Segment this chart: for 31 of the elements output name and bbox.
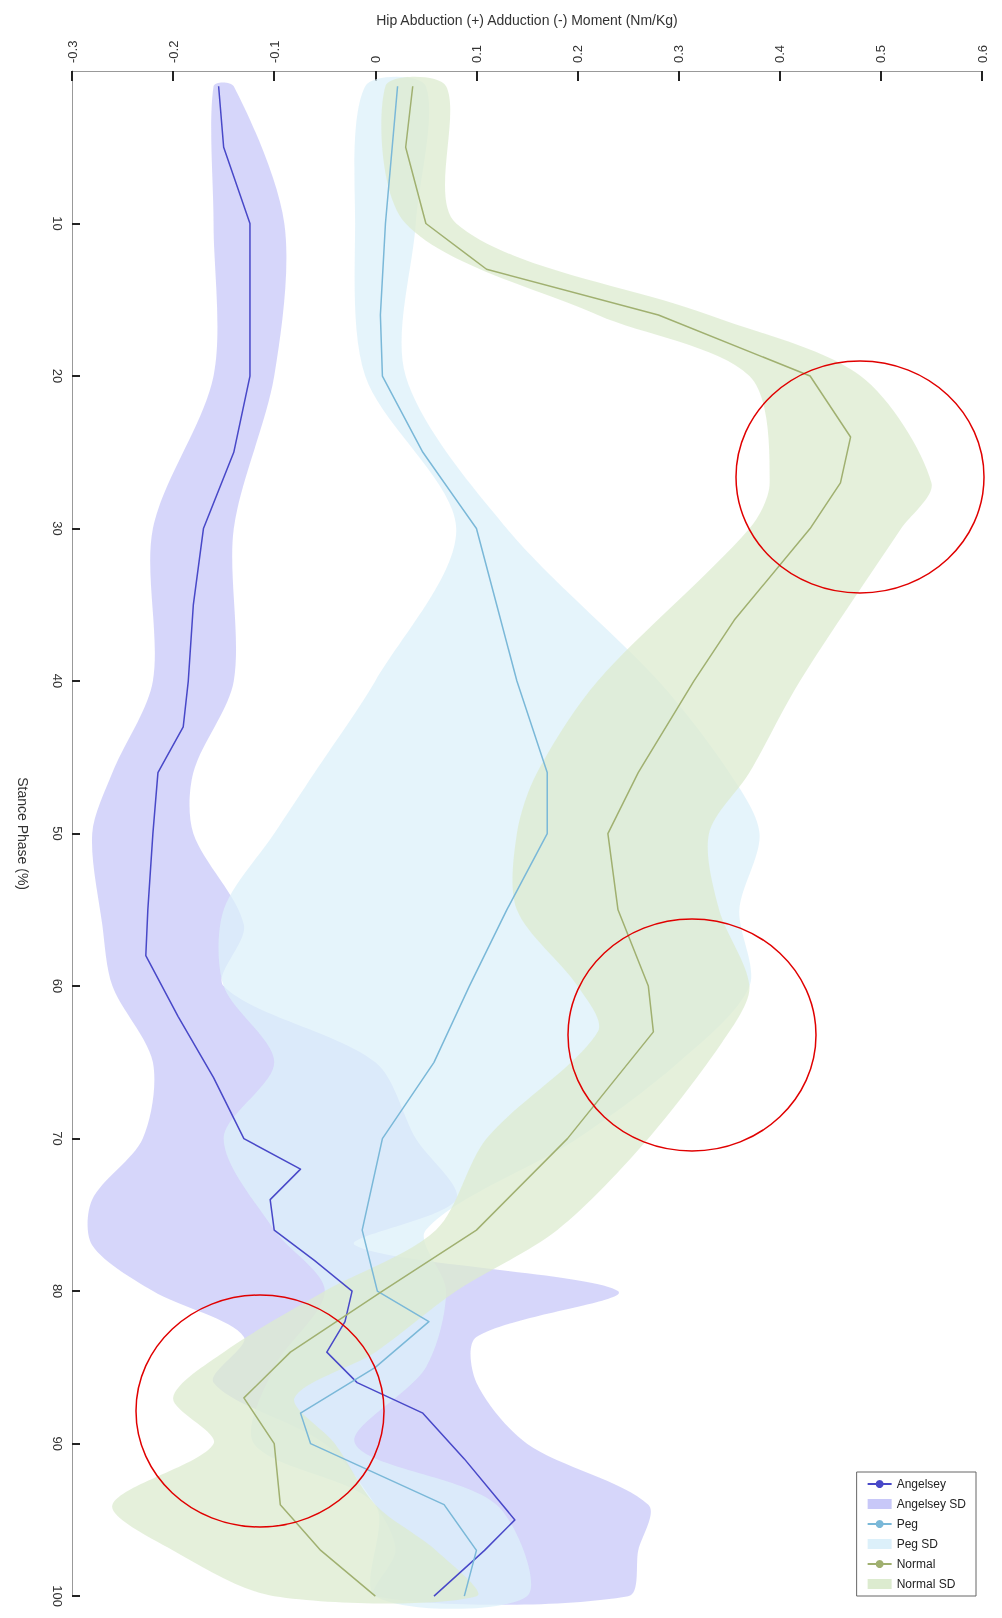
x-tick-label: -0.1 xyxy=(266,40,282,63)
y-axis-title: Stance Phase (%) xyxy=(15,777,31,890)
x-tick-label: -0.3 xyxy=(64,40,80,63)
y-tick-label: 20 xyxy=(50,368,65,384)
x-tick-label: 0.4 xyxy=(772,44,788,63)
y-tick-label: 100 xyxy=(50,1585,65,1608)
legend-label: Peg SD xyxy=(896,1537,939,1551)
y-tick-label: 40 xyxy=(50,673,65,689)
x-axis-title: Hip Abduction (+) Adduction (-) Moment (Nm/Kg) xyxy=(376,12,678,28)
y-tick-label: 30 xyxy=(50,521,65,536)
x-tick-label: 0.2 xyxy=(570,44,586,63)
x-tick-label: -0.2 xyxy=(165,40,181,63)
x-tick-label: 0.6 xyxy=(974,44,990,63)
line-series xyxy=(145,85,516,1597)
y-tick-label: 90 xyxy=(50,1436,65,1451)
y-tick-label: 50 xyxy=(50,826,65,841)
line-series xyxy=(243,85,852,1597)
y-tick-label: 10 xyxy=(50,216,65,231)
y-tick-label: 70 xyxy=(50,1131,65,1146)
y-tick-label: 80 xyxy=(50,1283,65,1299)
x-tick-label: 0.1 xyxy=(468,44,484,63)
x-tick-label: 0.5 xyxy=(873,44,889,63)
legend-label: Angelsey xyxy=(896,1477,947,1491)
legend-label: Peg xyxy=(896,1517,918,1531)
x-tick-label: 0.3 xyxy=(671,44,687,63)
y-tick-label: 60 xyxy=(50,978,65,994)
legend-label: Angelsey SD xyxy=(896,1497,967,1511)
line-series xyxy=(299,85,548,1597)
legend-label: Normal SD xyxy=(896,1577,956,1591)
legend-label: Normal xyxy=(896,1557,936,1571)
x-tick-label: 0 xyxy=(367,55,383,63)
